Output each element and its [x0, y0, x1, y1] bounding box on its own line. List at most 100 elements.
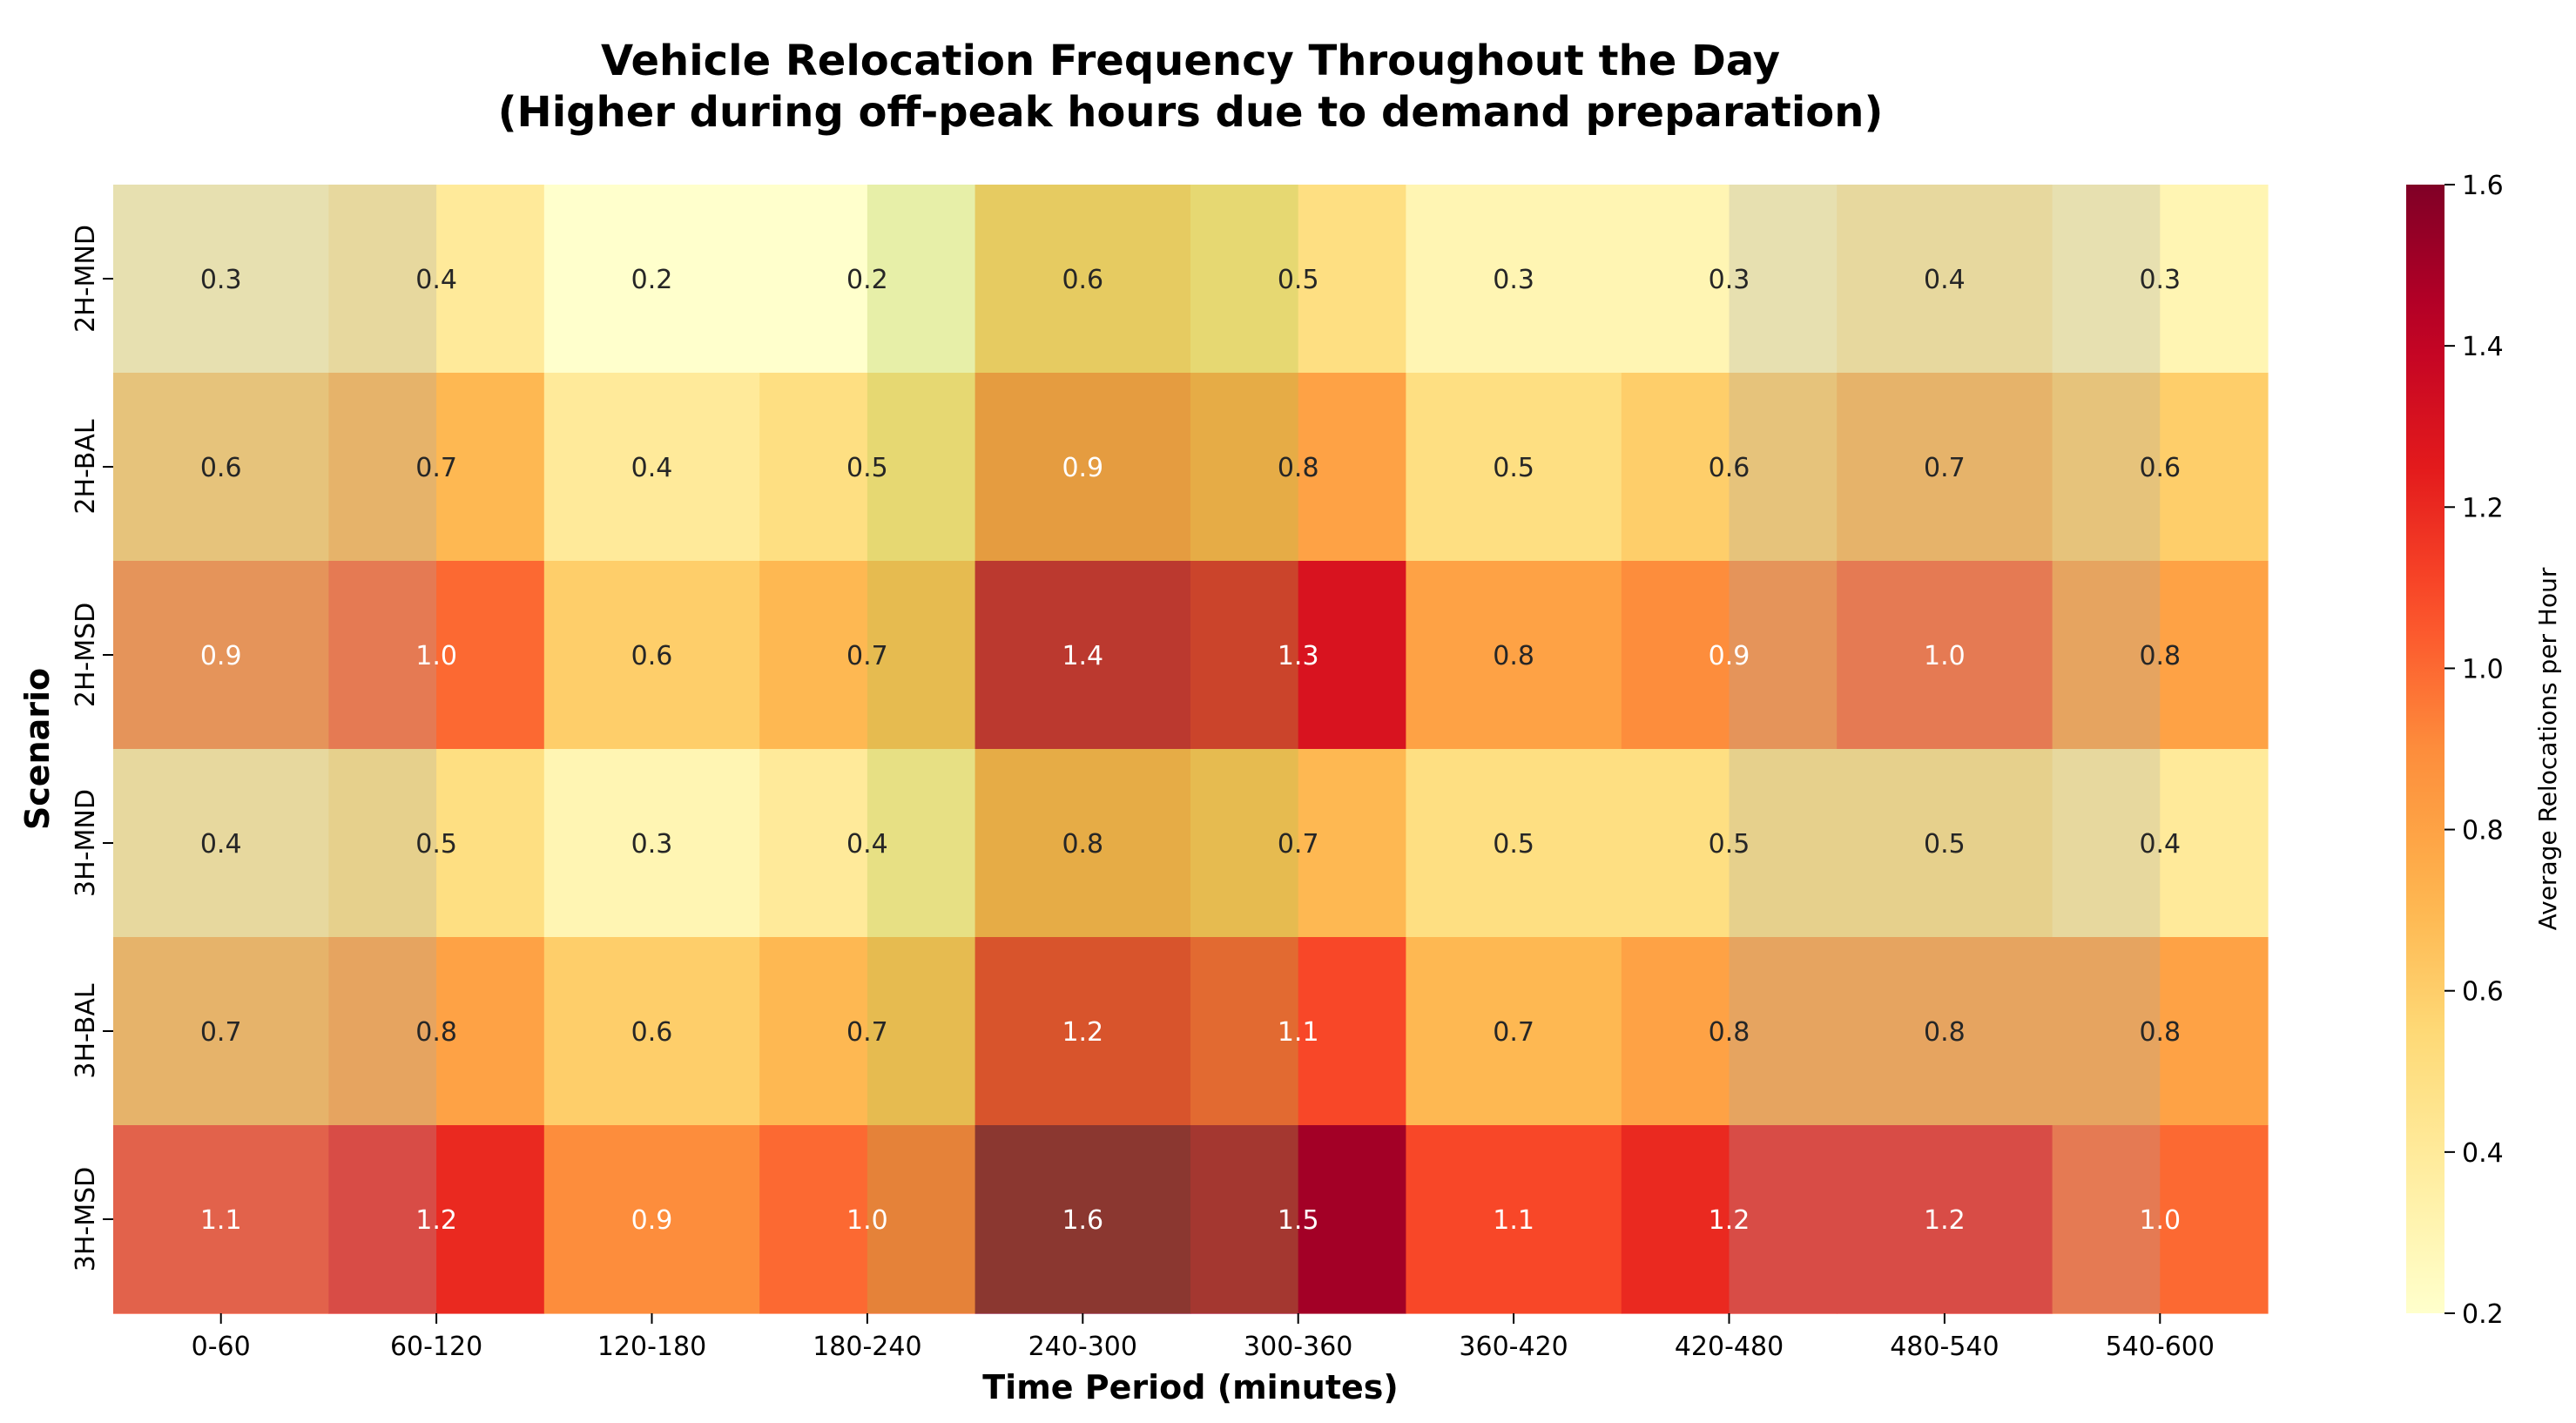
cell-value-label: 0.7 [1493, 1017, 1534, 1048]
heatmap-cell [2052, 937, 2269, 1126]
x-tick-label: 420-480 [1675, 1332, 1784, 1362]
heatmap-cell [1190, 1125, 1406, 1314]
heatmap-cell [2052, 373, 2269, 562]
heatmap-cell [113, 185, 329, 374]
colorbar-tick-label: 1.6 [2462, 171, 2504, 201]
cell-value-label: 0.9 [1709, 641, 1750, 671]
cell-value-label: 1.2 [1062, 1017, 1103, 1048]
heatmap-cell [1621, 937, 1838, 1126]
colorbar-tick-label: 1.2 [2462, 493, 2504, 523]
cell-value-label: 1.0 [1924, 641, 1966, 671]
heatmap-cell [1190, 749, 1406, 938]
cell-value-label: 0.5 [1493, 453, 1534, 483]
cell-value-label: 0.7 [1278, 829, 1319, 860]
heatmap-cell [2052, 561, 2269, 750]
x-axis-ticks: 0-60 60-120 120-180 180-240 240-300 300-360 36… [192, 1313, 2215, 1362]
heatmap-cell [1190, 561, 1406, 750]
heatmap-cell [1837, 185, 2053, 374]
y-tick-label: 3H-MND [71, 789, 101, 897]
cell-value-label: 0.2 [631, 265, 673, 295]
x-tick-label: 360-420 [1459, 1332, 1568, 1362]
cell-value-label: 0.7 [200, 1017, 242, 1048]
heatmap-cell [1837, 1125, 2053, 1314]
cell-value-label: 1.5 [1278, 1205, 1319, 1236]
heatmap-cell [328, 185, 545, 374]
heatmap-cell [759, 185, 976, 374]
cell-value-label: 0.6 [1062, 265, 1103, 295]
y-axis-label: Scenario [18, 668, 57, 830]
cell-value-label: 0.2 [846, 265, 888, 295]
cell-value-label: 0.5 [846, 453, 888, 483]
heatmap-cell [543, 373, 760, 562]
cell-value-label: 1.4 [1062, 641, 1103, 671]
heatmap-cell [328, 937, 545, 1126]
cell-value-label: 0.8 [1709, 1017, 1750, 1048]
heatmap-cell-labels: 0.3 0.4 0.2 0.2 0.6 0.5 0.3 0.3 0.4 0.3 0.6 0.7 0.4 0… [200, 265, 2181, 1236]
cell-value-label: 1.2 [1709, 1205, 1750, 1236]
cell-value-label: 0.7 [415, 453, 457, 483]
cell-value-label: 1.0 [2139, 1205, 2181, 1236]
cell-value-label: 0.8 [415, 1017, 457, 1048]
cell-value-label: 0.7 [1924, 453, 1966, 483]
colorbar-label: Average Relocations per Hour [2533, 567, 2562, 930]
cell-value-label: 0.6 [1709, 453, 1750, 483]
cell-value-label: 0.3 [2139, 265, 2181, 295]
x-tick-label: 120-180 [597, 1332, 706, 1362]
cell-value-label: 1.6 [1062, 1205, 1103, 1236]
colorbar-tick-label: 0.2 [2462, 1299, 2504, 1330]
x-tick-label: 300-360 [1244, 1332, 1352, 1362]
y-tick-label: 2H-MND [71, 225, 101, 333]
x-tick-label: 60-120 [390, 1332, 482, 1362]
cell-value-label: 0.8 [2139, 641, 2181, 671]
x-tick-label: 480-540 [1890, 1332, 1999, 1362]
heatmap-cell [974, 373, 1191, 562]
heatmap-cell [1837, 749, 2053, 938]
heatmap-cell [543, 937, 760, 1126]
heatmap-cell [1837, 937, 2053, 1126]
cell-value-label: 0.8 [1062, 829, 1103, 860]
cell-value-label: 1.2 [1924, 1205, 1966, 1236]
cell-value-label: 0.6 [631, 1017, 673, 1048]
cell-value-label: 0.3 [631, 829, 673, 860]
colorbar-tick-label: 0.4 [2462, 1138, 2504, 1169]
cell-value-label: 0.6 [631, 641, 673, 671]
cell-value-label: 1.1 [1493, 1205, 1534, 1236]
heatmap-cell [1406, 185, 1622, 374]
heatmap-cell [1837, 561, 2053, 750]
heatmap-cell [543, 561, 760, 750]
cell-value-label: 0.4 [200, 829, 242, 860]
heatmap-cell [974, 937, 1191, 1126]
cell-value-label: 0.7 [846, 1017, 888, 1048]
heatmap-cell [2052, 749, 2269, 938]
cell-value-label: 0.5 [1278, 265, 1319, 295]
y-tick-label: 2H-MSD [71, 603, 101, 708]
cell-value-label: 0.3 [200, 265, 242, 295]
colorbar-tick-label: 0.8 [2462, 816, 2504, 846]
cell-value-label: 0.7 [846, 641, 888, 671]
cell-value-label: 0.9 [1062, 453, 1103, 483]
x-axis-label: Time Period (minutes) [982, 1368, 1399, 1406]
cell-value-label: 0.5 [1924, 829, 1966, 860]
heatmap-cell [1406, 749, 1622, 938]
cell-value-label: 0.3 [1493, 265, 1534, 295]
x-tick-label: 180-240 [813, 1332, 921, 1362]
heatmap-cell [1406, 1125, 1622, 1314]
heatmap-cell [1190, 185, 1406, 374]
heatmap-cell [759, 373, 976, 562]
overlay-band [867, 185, 1298, 1313]
heatmap-cell [113, 749, 329, 938]
heatmap-cell [543, 749, 760, 938]
heatmap-cell [543, 1125, 760, 1314]
heatmap-cells [113, 185, 2269, 1314]
cell-value-label: 0.6 [200, 453, 242, 483]
heatmap-cell [328, 373, 545, 562]
overlay-band [113, 185, 437, 1313]
overlay-bands [113, 185, 2161, 1313]
cell-value-label: 0.8 [2139, 1017, 2181, 1048]
cell-value-label: 0.6 [2139, 453, 2181, 483]
heatmap-cell [113, 561, 329, 750]
heatmap-cell [974, 1125, 1191, 1314]
cell-value-label: 0.5 [1709, 829, 1750, 860]
heatmap-cell [328, 1125, 545, 1314]
colorbar-ticks: 0.2 0.4 0.6 0.8 1.0 1.2 1.4 1.6 [2445, 171, 2504, 1330]
